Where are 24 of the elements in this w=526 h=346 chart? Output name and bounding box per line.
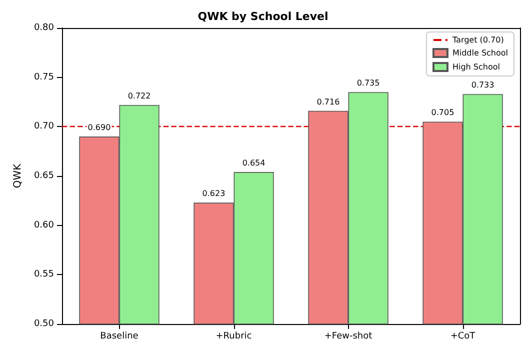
y-tick-label: 0.75 bbox=[34, 72, 54, 82]
x-tick-label: +Few-shot bbox=[324, 332, 373, 342]
data-label: 0.722 bbox=[128, 91, 151, 100]
data-label: 0.654 bbox=[242, 158, 266, 168]
legend-label: Middle School bbox=[452, 48, 508, 58]
y-tick-label: 0.65 bbox=[34, 171, 54, 181]
y-tick-label: 0.70 bbox=[34, 122, 54, 132]
x-tick-label: +CoT bbox=[450, 332, 476, 342]
x-tick-label: +Rubric bbox=[216, 332, 252, 342]
data-label: 0.623 bbox=[202, 189, 226, 198]
y-tick-label: 0.55 bbox=[34, 270, 54, 280]
legend-label: High School bbox=[452, 62, 500, 72]
data-label: 0.690 bbox=[88, 123, 111, 132]
data-label: 0.705 bbox=[431, 108, 454, 118]
y-tick-label: 0.80 bbox=[34, 23, 54, 33]
y-tick-label: 0.50 bbox=[34, 319, 54, 329]
x-tick-label: Baseline bbox=[100, 332, 139, 342]
legend-label: Target (0.70) bbox=[451, 36, 504, 44]
y-tick-label: 0.60 bbox=[34, 220, 54, 230]
y-axis-title: QWK bbox=[12, 163, 24, 188]
data-label: 0.735 bbox=[356, 78, 380, 88]
data-label: 0.733 bbox=[471, 80, 494, 90]
chart-title: QWK by School Level bbox=[198, 10, 328, 23]
data-label: 0.716 bbox=[316, 97, 340, 106]
